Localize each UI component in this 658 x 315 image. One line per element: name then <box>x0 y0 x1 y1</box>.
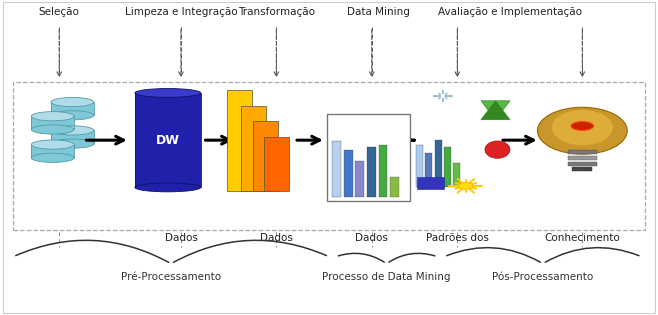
Bar <box>32 145 74 158</box>
Bar <box>568 150 597 154</box>
Bar <box>253 121 278 191</box>
Text: Padrões dos: Padrões dos <box>426 233 489 243</box>
Polygon shape <box>481 101 510 120</box>
Ellipse shape <box>32 153 74 163</box>
Text: Seleção: Seleção <box>39 7 80 17</box>
Ellipse shape <box>538 107 627 154</box>
Ellipse shape <box>32 112 74 121</box>
Ellipse shape <box>51 139 94 148</box>
Bar <box>378 145 388 197</box>
Text: Dados: Dados <box>260 233 293 243</box>
Ellipse shape <box>51 111 94 120</box>
Bar <box>416 145 423 187</box>
Bar <box>135 93 201 187</box>
Text: Pré-Processamento: Pré-Processamento <box>121 272 221 282</box>
Bar <box>367 147 376 197</box>
Ellipse shape <box>135 89 201 97</box>
Bar <box>568 162 597 166</box>
Ellipse shape <box>135 183 201 192</box>
Text: Pós-Processamento: Pós-Processamento <box>492 272 594 282</box>
Text: DW: DW <box>156 134 180 147</box>
Bar <box>328 114 409 201</box>
Text: Avaliação e Implementação: Avaliação e Implementação <box>438 7 582 17</box>
Ellipse shape <box>485 141 510 158</box>
Bar <box>434 140 442 187</box>
Text: Conhecimento: Conhecimento <box>544 233 620 243</box>
Text: Processo de Data Mining: Processo de Data Mining <box>322 272 451 282</box>
Bar <box>444 147 451 187</box>
Text: Data Mining: Data Mining <box>347 7 410 17</box>
Bar <box>51 130 94 144</box>
Ellipse shape <box>51 97 94 107</box>
Ellipse shape <box>571 122 594 130</box>
Bar <box>332 141 341 197</box>
Bar <box>568 156 597 160</box>
Bar <box>32 116 74 129</box>
Polygon shape <box>481 101 510 120</box>
Bar <box>417 177 444 189</box>
Text: Dados: Dados <box>164 233 197 243</box>
Bar <box>343 150 353 197</box>
Ellipse shape <box>459 182 473 189</box>
Ellipse shape <box>51 126 94 135</box>
Ellipse shape <box>32 125 74 134</box>
Bar <box>264 137 289 191</box>
Bar <box>425 153 432 187</box>
Bar <box>355 161 364 197</box>
Text: Dados: Dados <box>355 233 388 243</box>
Bar <box>572 167 592 171</box>
Ellipse shape <box>552 110 613 145</box>
Ellipse shape <box>32 140 74 149</box>
Bar <box>390 177 399 197</box>
Text: Limpeza e Integração: Limpeza e Integração <box>124 7 238 17</box>
Bar <box>51 102 94 115</box>
Bar <box>241 106 266 191</box>
Bar <box>453 163 461 187</box>
Bar <box>227 90 252 191</box>
Text: Transformação: Transformação <box>238 7 315 17</box>
